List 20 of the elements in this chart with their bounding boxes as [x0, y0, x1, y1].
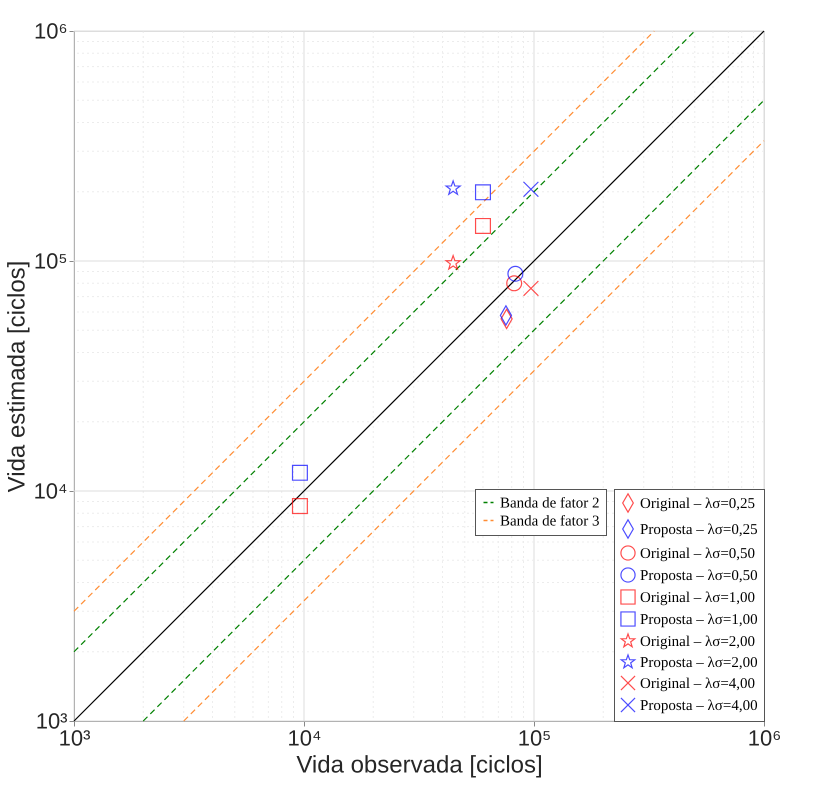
y-axis-title: Vida estimada [ciclos]: [4, 260, 31, 492]
legend-label: Original – λσ=0,25: [640, 496, 756, 512]
legend-label: Proposta – λσ=4,00: [640, 698, 758, 714]
y-tick-label: 10⁴: [34, 478, 68, 504]
legend-label: Proposta – λσ=1,00: [640, 612, 758, 628]
legend-label: Original – λσ=0,50: [640, 546, 756, 562]
x-axis-title: Vida observada [ciclos]: [296, 752, 543, 778]
x-tick-label: 10⁴: [288, 726, 322, 750]
legend-label: Original – λσ=1,00: [640, 590, 756, 606]
y-tick-label: 10⁶: [34, 18, 68, 44]
legend-label: Banda de fator 2: [500, 496, 600, 512]
legend-label: Original – λσ=2,00: [640, 634, 756, 650]
legend-label: Proposta – λσ=0,50: [640, 568, 758, 584]
legend-label: Original – λσ=4,00: [640, 676, 756, 692]
y-tick-label: 10⁵: [34, 248, 68, 274]
x-tick-label: 10⁵: [518, 726, 552, 750]
legend-label: Proposta – λσ=2,00: [640, 655, 758, 671]
legend-label: Banda de fator 3: [500, 514, 600, 530]
legend-label: Proposta – λσ=0,25: [640, 522, 758, 538]
x-tick-label: 10⁶: [748, 726, 782, 750]
